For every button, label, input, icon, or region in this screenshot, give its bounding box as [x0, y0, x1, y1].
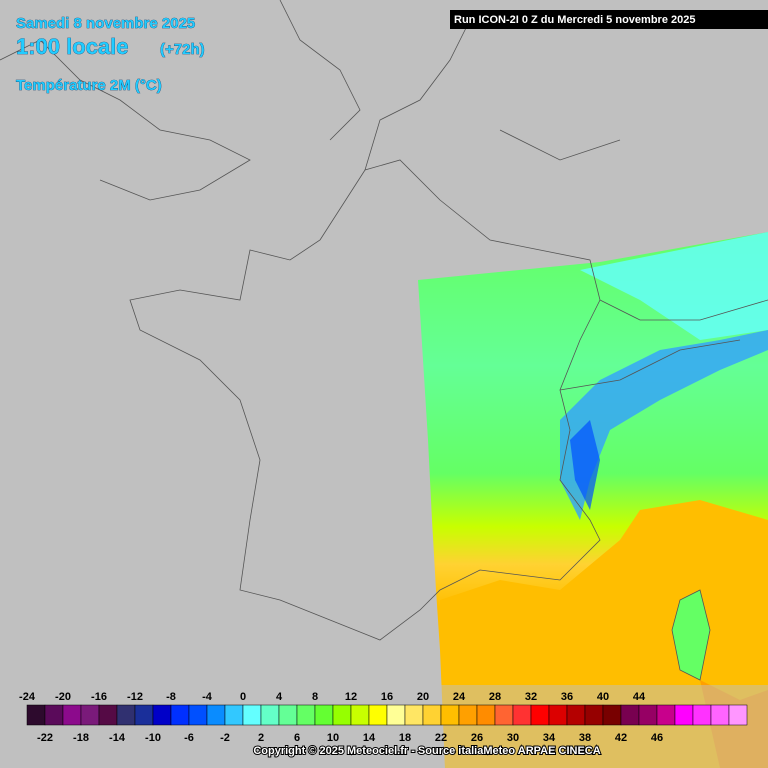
- legend-swatch: [386, 704, 406, 726]
- legend-swatch: [530, 704, 550, 726]
- legend-swatch: [566, 704, 586, 726]
- run-info: Run ICON-2I 0 Z du Mercredi 5 novembre 2…: [454, 14, 695, 26]
- legend-swatch: [152, 704, 172, 726]
- legend-swatch: [134, 704, 154, 726]
- legend-swatch: [296, 704, 316, 726]
- legend-swatch: [116, 704, 136, 726]
- legend-swatch: [494, 704, 514, 726]
- legend-tick-label: 36: [561, 691, 573, 703]
- legend-tick-label: -4: [202, 691, 213, 703]
- legend-swatch: [26, 704, 46, 726]
- legend-swatch: [260, 704, 280, 726]
- forecast-offset: (+72h): [160, 41, 205, 58]
- legend: -24-22-20-18-16-14-12-10-8-6-4-202468101…: [19, 691, 748, 744]
- legend-tick-label: -2: [220, 732, 230, 744]
- legend-tick-label: 32: [525, 691, 537, 703]
- forecast-date: Samedi 8 novembre 2025: [16, 15, 195, 32]
- legend-background: [0, 685, 768, 768]
- legend-tick-label: -24: [19, 691, 36, 703]
- legend-tick-label: 10: [327, 732, 339, 744]
- legend-swatch: [656, 704, 676, 726]
- legend-swatch: [206, 704, 226, 726]
- legend-swatch: [242, 704, 262, 726]
- legend-swatch: [44, 704, 64, 726]
- legend-tick-label: -12: [127, 691, 143, 703]
- legend-swatch: [692, 704, 712, 726]
- legend-tick-label: 44: [633, 691, 646, 703]
- legend-tick-label: 46: [651, 732, 663, 744]
- legend-tick-label: 12: [345, 691, 357, 703]
- legend-swatch: [170, 704, 190, 726]
- legend-tick-label: 42: [615, 732, 627, 744]
- legend-tick-label: -10: [145, 732, 161, 744]
- legend-tick-label: -20: [55, 691, 71, 703]
- legend-tick-label: 0: [240, 691, 246, 703]
- legend-tick-label: 38: [579, 732, 591, 744]
- legend-tick-label: 8: [312, 691, 318, 703]
- variable-name: Température 2M (°C): [16, 77, 162, 94]
- legend-swatch: [602, 704, 622, 726]
- legend-swatch: [548, 704, 568, 726]
- legend-swatch: [620, 704, 640, 726]
- legend-swatch: [404, 704, 424, 726]
- legend-tick-label: 20: [417, 691, 429, 703]
- legend-tick-label: 18: [399, 732, 411, 744]
- legend-swatch: [476, 704, 496, 726]
- legend-swatch: [674, 704, 694, 726]
- legend-swatch: [350, 704, 370, 726]
- legend-tick-label: 26: [471, 732, 483, 744]
- legend-swatch: [710, 704, 730, 726]
- legend-tick-label: 2: [258, 732, 264, 744]
- legend-tick-label: -16: [91, 691, 107, 703]
- forecast-time: 1:00 locale: [16, 34, 129, 59]
- legend-swatch: [98, 704, 118, 726]
- legend-tick-label: 6: [294, 732, 300, 744]
- legend-tick-label: 30: [507, 732, 519, 744]
- legend-tick-label: 22: [435, 732, 447, 744]
- legend-swatch: [440, 704, 460, 726]
- legend-swatch: [368, 704, 388, 726]
- legend-swatch: [62, 704, 82, 726]
- legend-tick-label: -14: [109, 732, 126, 744]
- legend-swatch: [224, 704, 244, 726]
- legend-tick-label: -18: [73, 732, 89, 744]
- legend-tick-label: 24: [453, 691, 466, 703]
- legend-tick-label: -22: [37, 732, 53, 744]
- legend-swatch: [422, 704, 442, 726]
- legend-swatch: [188, 704, 208, 726]
- legend-swatch: [332, 704, 352, 726]
- legend-swatch: [458, 704, 478, 726]
- legend-swatch: [584, 704, 604, 726]
- legend-tick-label: 4: [276, 691, 283, 703]
- legend-tick-label: 14: [363, 732, 376, 744]
- borders: [0, 0, 768, 681]
- legend-tick-label: 40: [597, 691, 609, 703]
- legend-swatch: [80, 704, 100, 726]
- copyright: Copyright © 2025 Meteociel.fr - Source i…: [253, 745, 600, 757]
- legend-tick-label: -8: [166, 691, 176, 703]
- legend-tick-label: -6: [184, 732, 194, 744]
- run-box: [450, 10, 768, 29]
- legend-tick-label: 28: [489, 691, 501, 703]
- legend-swatch: [728, 704, 748, 726]
- legend-tick-label: 34: [543, 732, 556, 744]
- legend-tick-label: 16: [381, 691, 393, 703]
- legend-swatch: [278, 704, 298, 726]
- legend-swatch: [314, 704, 334, 726]
- legend-swatch: [512, 704, 532, 726]
- legend-swatch: [638, 704, 658, 726]
